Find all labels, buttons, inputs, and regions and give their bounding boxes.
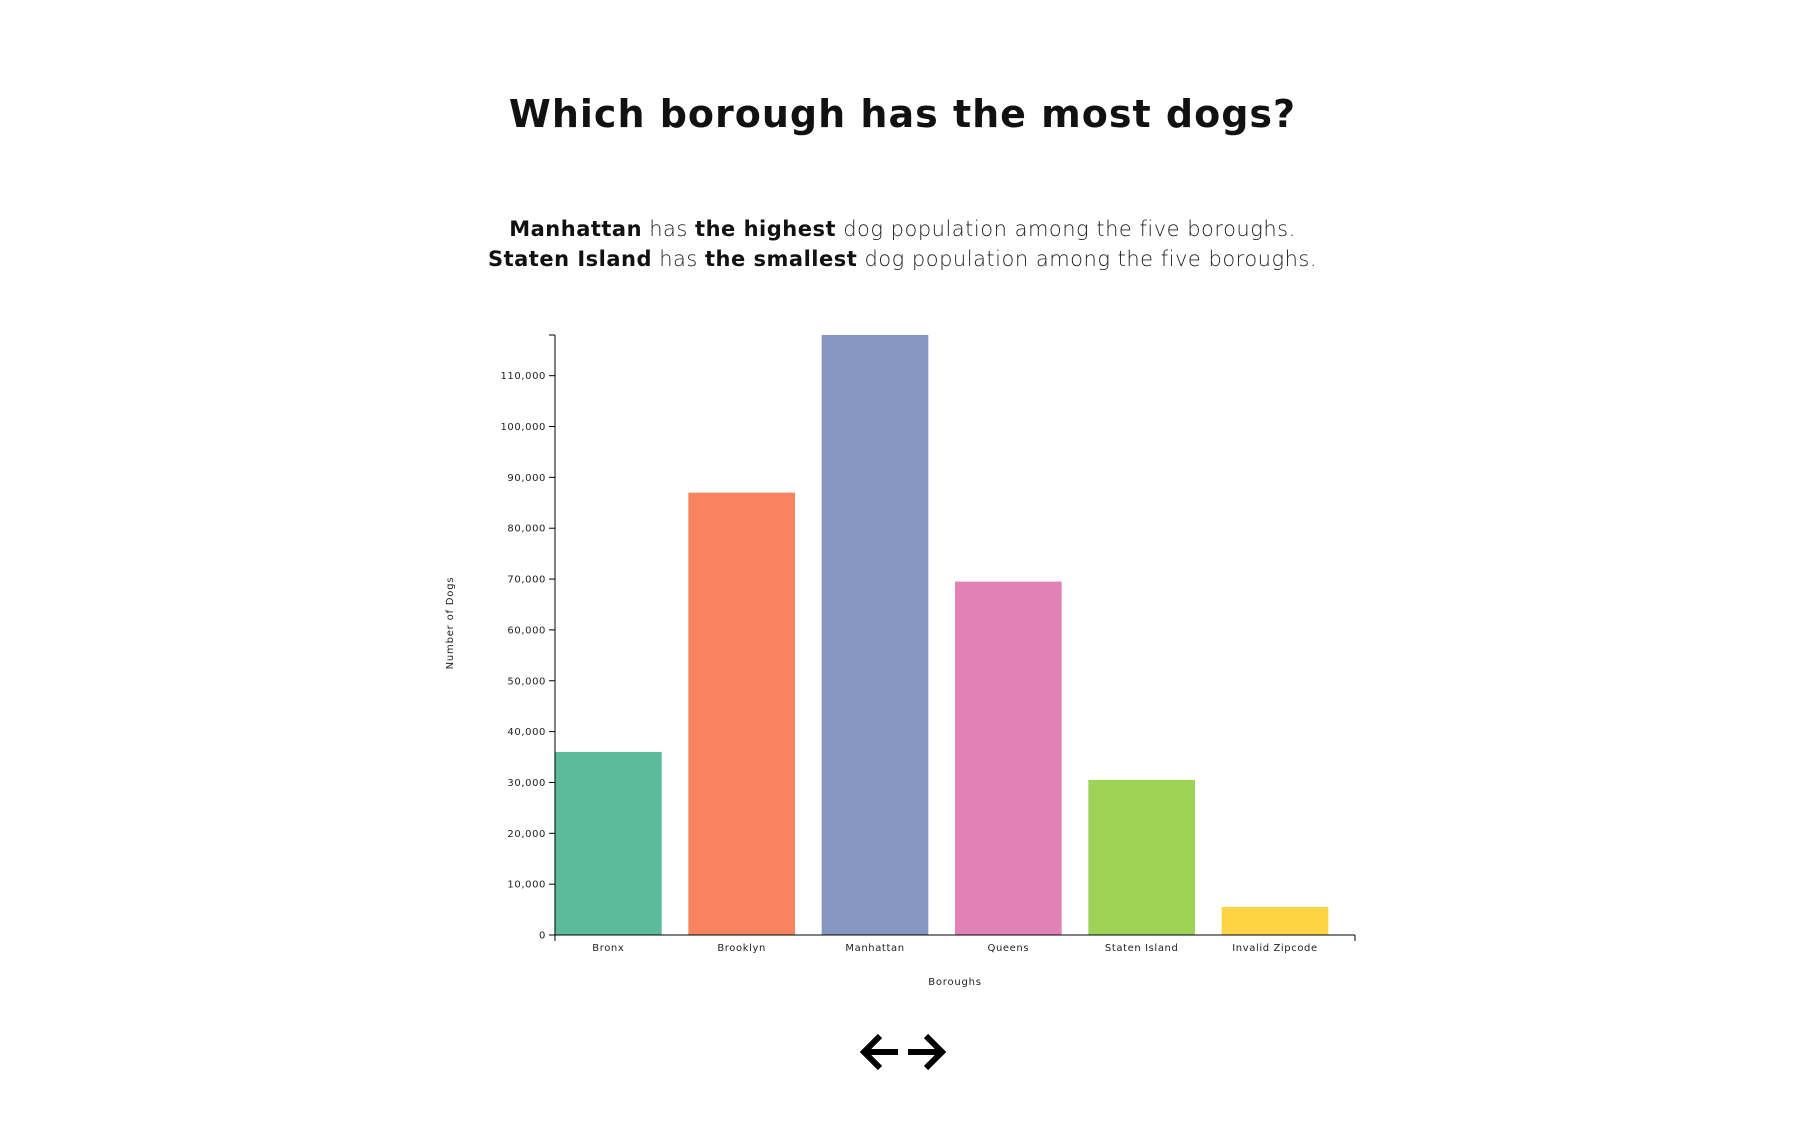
x-tick-label: Bronx (592, 943, 624, 954)
y-tick-label: 0 (539, 931, 546, 942)
bar-invalid-zipcode (1221, 907, 1329, 935)
bar-queens (955, 581, 1062, 935)
highest-phrase: the highest (695, 217, 837, 241)
page-title: Which borough has the most dogs? (508, 92, 1297, 136)
x-tick-label: Invalid Zipcode (1232, 943, 1318, 954)
y-tick-label: 20,000 (507, 829, 546, 840)
summary-line-highest: Manhattan has the highest dog population… (509, 217, 1296, 241)
highest-borough: Manhattan (509, 217, 643, 241)
y-tick-label: 40,000 (507, 727, 546, 738)
bar-chart: 0 10,000 20,000 30,000 40,000 50,000 60,000 70,… (445, 334, 1356, 988)
y-tick-label: 100,000 (500, 422, 546, 433)
y-tick-label: 50,000 (507, 676, 546, 687)
bar-staten-island (1088, 779, 1195, 935)
y-tick-label: 90,000 (507, 473, 546, 484)
y-tick-label: 110,000 (500, 371, 546, 382)
bar-brooklyn (688, 492, 795, 935)
smallest-borough: Staten Island (487, 247, 653, 271)
x-tick-label: Queens (987, 943, 1029, 954)
summary-text: Manhattan has the highest dog population… (0, 214, 1805, 274)
x-tick-label: Manhattan (845, 943, 904, 954)
bars (555, 335, 1329, 935)
x-tick-label: Staten Island (1105, 943, 1179, 954)
smallest-phrase: the smallest (705, 247, 858, 271)
y-axis-title: Number of Dogs (445, 577, 456, 670)
y-tick-label: 10,000 (507, 880, 546, 891)
y-tick-label: 60,000 (507, 625, 546, 636)
y-tick-label: 30,000 (507, 778, 546, 789)
navigation (0, 1030, 1805, 1078)
y-axis: 0 10,000 20,000 30,000 40,000 50,000 60,000 70,… (500, 334, 556, 942)
arrow-right-icon[interactable] (904, 1030, 948, 1078)
bar-manhattan (821, 335, 929, 935)
bar-bronx (555, 751, 662, 935)
summary-line-smallest: Staten Island has the smallest dog popul… (487, 247, 1318, 271)
x-axis-title: Boroughs (928, 977, 982, 988)
arrow-left-icon[interactable] (858, 1030, 902, 1078)
y-tick-label: 80,000 (507, 524, 546, 535)
y-tick-label: 70,000 (507, 575, 546, 586)
x-tick-label: Brooklyn (717, 943, 766, 954)
x-axis: Bronx Brooklyn Manhattan Queens Staten Islan… (554, 934, 1356, 954)
